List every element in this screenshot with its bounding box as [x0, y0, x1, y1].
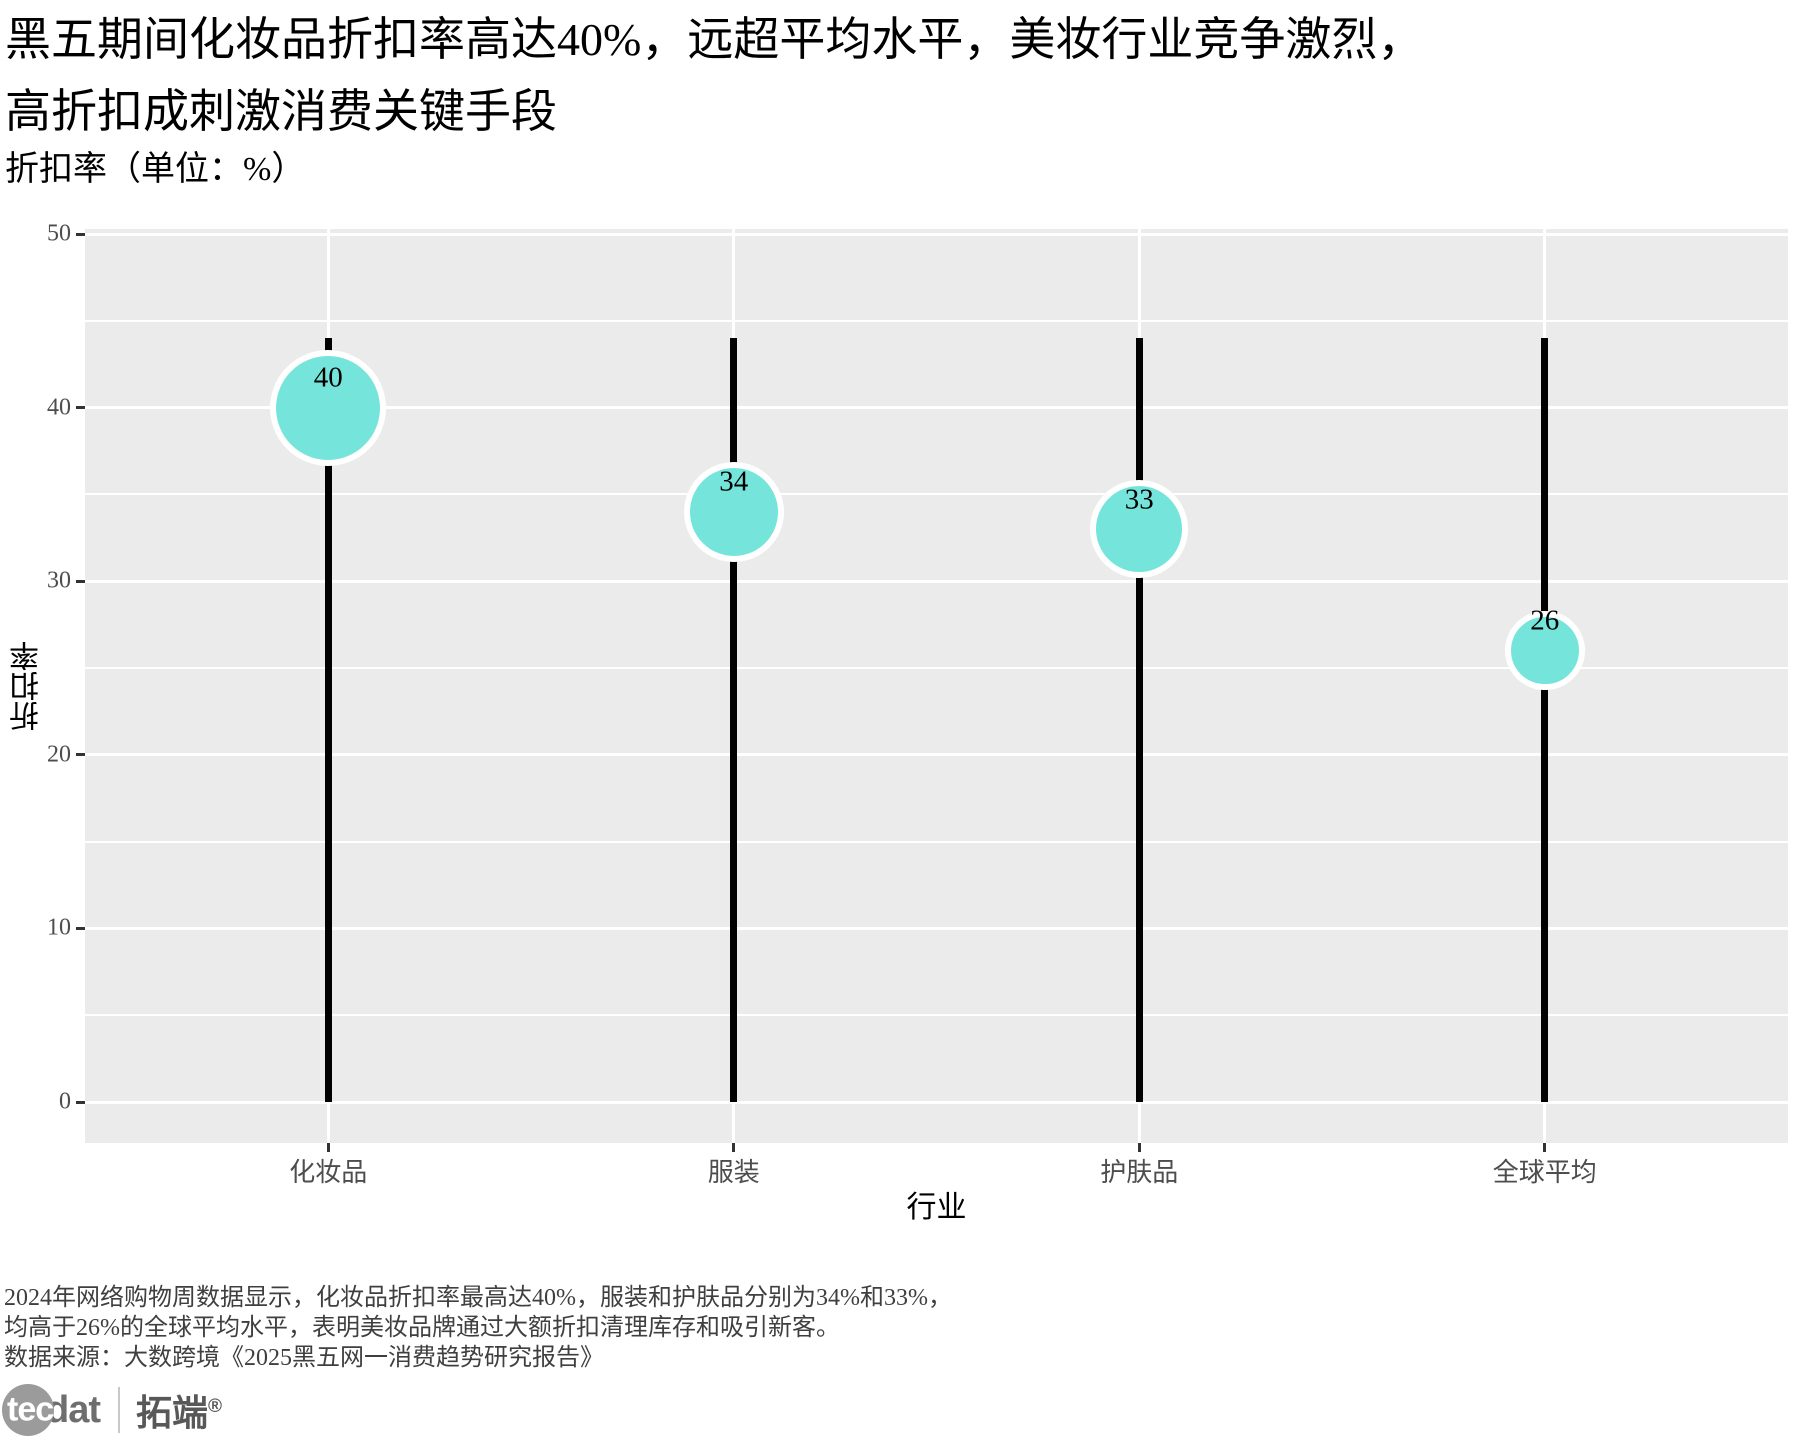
caption-line1: 2024年网络购物周数据显示，化妆品折扣率最高达40%，服装和护肤品分别为34%… [4, 1285, 952, 1311]
data-bubble [270, 349, 387, 466]
chart-title-line1: 黑五期间化妆品折扣率高达40%，远超平均水平，美妆行业竞争激烈， [5, 14, 1424, 65]
data-point-label: 26 [1530, 604, 1560, 637]
lollipop-stem [1135, 338, 1143, 1102]
data-bubble [1090, 480, 1189, 579]
data-point-label: 34 [719, 465, 749, 498]
data-bubble [683, 461, 784, 562]
logo-text-tec: tec [7, 1390, 54, 1429]
minor-gridline [85, 840, 1788, 843]
x-axis-title: 行业 [906, 1191, 967, 1224]
major-gridline [85, 753, 1788, 757]
y-tick-label: 30 [47, 567, 71, 594]
major-gridline [85, 1100, 1788, 1104]
caption-line2: 均高于26%的全球平均水平，表明美妆品牌通过大额折扣清理库存和吸引新客。 [4, 1315, 840, 1341]
registered-mark: ® [208, 1396, 223, 1417]
minor-gridline [85, 667, 1788, 669]
caption-line3: 数据来源：大数跨境《2025黑五网一消费趋势研究报告》 [4, 1345, 604, 1371]
logo-text-dat: dat [46, 1388, 101, 1431]
data-point-label: 40 [313, 361, 343, 394]
lollipop-stem [324, 338, 332, 1102]
y-tick-label: 0 [59, 1088, 71, 1115]
y-tick-mark [76, 926, 85, 930]
tecdat-logo-circle-icon: tec [2, 1384, 54, 1436]
x-tick-label: 服装 [707, 1158, 760, 1187]
data-point-label: 33 [1124, 483, 1154, 516]
x-tick-mark [732, 1143, 736, 1152]
x-tick-label: 护肤品 [1100, 1158, 1179, 1187]
chart-subtitle: 折扣率（单位：%） [5, 151, 306, 188]
y-tick-label: 50 [47, 220, 71, 247]
x-tick-mark [1137, 1143, 1141, 1152]
logo-brand-name: 拓端® [136, 1392, 223, 1433]
major-gridline [85, 579, 1788, 583]
minor-gridline [85, 493, 1788, 496]
x-tick-mark [1543, 1143, 1547, 1152]
y-tick-mark [76, 1100, 85, 1104]
y-tick-label: 40 [47, 394, 71, 421]
major-gridline [85, 926, 1788, 930]
y-tick-label: 10 [47, 914, 71, 941]
y-tick-mark [76, 406, 85, 410]
x-tick-label: 化妆品 [289, 1158, 368, 1187]
chart-caption: 2024年网络购物周数据显示，化妆品折扣率最高达40%，服装和护肤品分别为34%… [4, 1283, 952, 1373]
y-tick-mark [76, 753, 85, 757]
data-bubble [1504, 610, 1585, 691]
tecdat-logo: tec dat 拓端® [2, 1382, 222, 1438]
x-tick-mark [326, 1143, 330, 1152]
major-gridline [85, 232, 1788, 236]
y-axis-title: 折扣率 [11, 641, 44, 731]
lollipop-stem [1541, 338, 1549, 1102]
major-gridline [85, 406, 1788, 410]
y-tick-mark [76, 232, 85, 236]
minor-gridline [85, 1014, 1788, 1017]
y-tick-mark [76, 579, 85, 583]
chart-title-line2: 高折扣成刺激消费关键手段 [5, 86, 557, 137]
logo-divider [118, 1387, 120, 1433]
chart-title: 黑五期间化妆品折扣率高达40%，远超平均水平，美妆行业竞争激烈， 高折扣成刺激消… [5, 4, 1423, 148]
minor-gridline [85, 319, 1788, 322]
lollipop-stem [730, 338, 738, 1102]
x-tick-label: 全球平均 [1492, 1158, 1597, 1187]
y-tick-label: 20 [47, 741, 71, 768]
